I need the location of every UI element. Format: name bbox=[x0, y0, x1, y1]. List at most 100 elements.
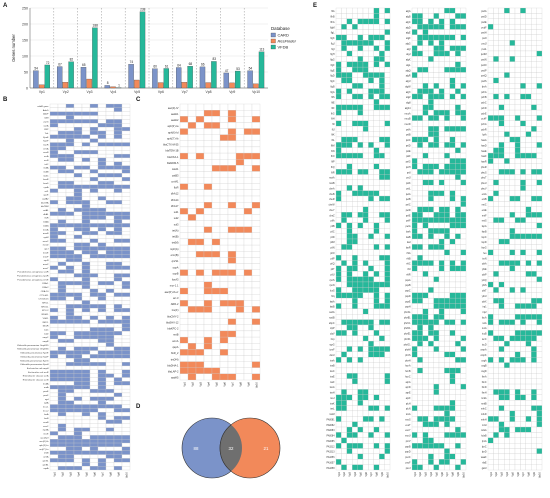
e3-cell bbox=[531, 109, 537, 116]
c-cell bbox=[179, 128, 189, 135]
e3-cell bbox=[514, 410, 521, 417]
e2-cell bbox=[460, 93, 467, 100]
b-row-label: KpnE bbox=[43, 137, 49, 139]
e3-cell bbox=[498, 142, 505, 148]
e1-row-label: PA1512 bbox=[326, 445, 335, 448]
c-row-label: blaOXA-1 bbox=[167, 155, 179, 159]
e2-cell bbox=[433, 217, 440, 224]
e2-cell bbox=[417, 163, 423, 170]
e3-cell bbox=[525, 383, 532, 390]
b-cell bbox=[73, 196, 83, 201]
bar-vfdb-vp3 bbox=[92, 27, 98, 89]
c-row-label: aadA1 bbox=[171, 112, 179, 116]
e1-cell bbox=[373, 66, 380, 73]
b-cell bbox=[81, 103, 91, 108]
e1-col-label: Vp6 bbox=[364, 471, 368, 476]
b-cell bbox=[89, 381, 99, 386]
e3-cell bbox=[498, 448, 505, 455]
e1-col-label: Vp3 bbox=[348, 471, 352, 476]
e2-cell bbox=[455, 217, 461, 224]
e2-cell bbox=[428, 351, 434, 358]
e2-row-label: popD bbox=[405, 452, 411, 454]
e3-cell bbox=[531, 131, 537, 138]
e3-cell bbox=[509, 13, 516, 19]
b-cell bbox=[73, 300, 83, 305]
e2-cell bbox=[417, 400, 423, 406]
c-cell bbox=[179, 140, 189, 148]
e2-cell bbox=[433, 45, 440, 52]
c-cell bbox=[203, 189, 213, 197]
b-cell bbox=[49, 427, 59, 432]
e3-cell bbox=[509, 99, 516, 105]
e1-cell bbox=[341, 61, 347, 68]
b-cell bbox=[121, 261, 131, 266]
b-cell bbox=[57, 358, 67, 363]
b-cell bbox=[73, 315, 83, 320]
e3-row-label: iucC bbox=[482, 339, 487, 341]
c-cell bbox=[179, 336, 189, 344]
c-cell bbox=[195, 122, 205, 129]
e1-col-label: Vp10 bbox=[385, 471, 389, 478]
b-cell bbox=[89, 342, 99, 347]
e2-cell bbox=[422, 292, 429, 299]
e3-cell bbox=[504, 185, 510, 191]
e1-cell bbox=[368, 303, 374, 309]
e2-cell bbox=[428, 158, 434, 164]
c-cell bbox=[187, 195, 197, 203]
b-cell bbox=[121, 454, 131, 459]
b-cell bbox=[89, 292, 99, 297]
c-cell bbox=[179, 361, 189, 368]
e2-cell bbox=[422, 158, 429, 164]
e3-cell bbox=[487, 152, 494, 159]
e1-cell bbox=[373, 50, 380, 57]
legend-label-resfinder: ResFinder bbox=[278, 39, 297, 44]
e3-cell bbox=[509, 394, 516, 401]
b-cell bbox=[105, 423, 115, 428]
e3-cell bbox=[504, 50, 510, 57]
e2-cell bbox=[428, 222, 434, 229]
e1-cell bbox=[373, 61, 380, 68]
e2-cell bbox=[422, 308, 429, 315]
b-cell bbox=[57, 103, 67, 108]
e3-cell bbox=[498, 206, 505, 213]
e1-cell bbox=[379, 319, 385, 326]
e3-cell bbox=[525, 319, 532, 326]
e2-row-label: pslJ bbox=[406, 178, 410, 180]
e3-cell bbox=[504, 152, 510, 159]
e1-cell bbox=[341, 416, 347, 422]
b-row-label: mexY bbox=[43, 268, 49, 270]
e1-cell bbox=[357, 217, 364, 224]
e2-cell bbox=[433, 448, 440, 455]
e1-cell bbox=[357, 195, 364, 202]
e1-cell bbox=[346, 367, 353, 374]
b-cell bbox=[113, 273, 123, 278]
c-cell bbox=[203, 165, 213, 172]
e2-cell bbox=[438, 40, 445, 46]
c-cell bbox=[187, 324, 197, 332]
e2-cell bbox=[422, 281, 429, 288]
e2-cell bbox=[449, 303, 456, 309]
b-cell bbox=[121, 215, 131, 220]
e3-cell bbox=[531, 212, 537, 218]
e3-cell bbox=[504, 228, 510, 234]
legend-title: Database bbox=[271, 26, 290, 31]
e3-cell bbox=[509, 66, 516, 73]
e1-cell bbox=[352, 303, 358, 309]
e2-cell bbox=[449, 131, 456, 138]
c-cell bbox=[243, 275, 253, 282]
e1-cell bbox=[346, 158, 353, 164]
e2-cell bbox=[417, 260, 423, 266]
b-row-label: mdtC bbox=[43, 174, 49, 177]
b-cell bbox=[89, 362, 99, 367]
e3-cell bbox=[531, 136, 537, 143]
b-cell bbox=[113, 354, 123, 359]
e3-cell bbox=[531, 400, 537, 406]
e2-cell bbox=[444, 147, 450, 154]
e3-cell bbox=[487, 195, 494, 202]
b-col-label: Vp6 bbox=[93, 471, 97, 476]
e1-cell bbox=[346, 206, 353, 213]
e2-cell bbox=[449, 244, 456, 250]
e2-cell bbox=[455, 378, 461, 385]
e1-row-label: rpoS bbox=[330, 279, 335, 282]
b-cell bbox=[81, 250, 91, 255]
